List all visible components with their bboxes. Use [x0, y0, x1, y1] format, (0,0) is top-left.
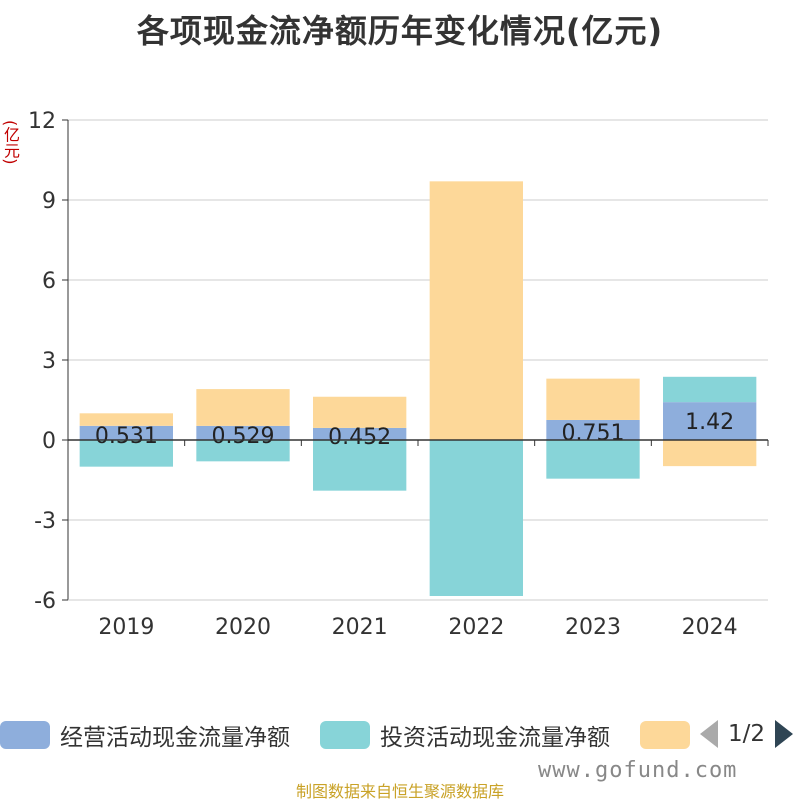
x-tick-label: 2020	[215, 615, 271, 640]
legend-swatch	[0, 721, 50, 749]
bar-2022-series-1	[429, 440, 523, 596]
data-label: 0.529	[212, 424, 275, 449]
bar-2024-series-2	[663, 440, 757, 467]
x-tick-label: 2019	[98, 615, 154, 640]
legend-swatch	[640, 721, 690, 749]
previous-page-icon[interactable]	[700, 720, 718, 748]
y-tick-label: -3	[34, 509, 56, 534]
legend-page-indicator: 1/2	[728, 721, 766, 747]
x-tick-label: 2022	[448, 615, 504, 640]
y-axis-unit-label: (亿元)	[1, 120, 20, 165]
legend-label: 经营活动现金流量净额	[60, 725, 290, 751]
legend-label: 投资活动现金流量净额	[380, 725, 610, 751]
legend: 经营活动现金流量净额 投资活动现金流量净额	[0, 718, 800, 752]
bar-2021-series-2	[313, 396, 407, 428]
legend-pager: 1/2	[700, 716, 794, 752]
y-tick-label: 9	[42, 189, 56, 214]
y-tick-label: 0	[42, 429, 56, 454]
bar-2021-series-0	[313, 427, 407, 440]
y-tick-label: 12	[28, 109, 56, 134]
bar-2020-series-0	[196, 425, 290, 440]
legend-swatch	[320, 721, 370, 749]
data-source-note: 制图数据来自恒生聚源数据库	[295, 782, 504, 801]
x-tick-label: 2023	[565, 615, 621, 640]
next-page-icon[interactable]	[775, 720, 794, 748]
watermark: www.gofund.com	[538, 758, 738, 783]
bar-2023-series-2	[546, 378, 640, 420]
bar-2022-series-2	[429, 181, 523, 441]
x-tick-label: 2024	[682, 615, 738, 640]
bar-2024-series-1	[663, 376, 757, 403]
data-label: 0.452	[328, 425, 391, 450]
y-tick-label: 6	[42, 269, 56, 294]
bar-2019-series-2	[79, 413, 173, 426]
legend-item-investing[interactable]: 投资活动现金流量净额	[320, 718, 610, 752]
bar-2019-series-1	[79, 440, 173, 467]
y-tick-label: 3	[42, 349, 56, 374]
bar-2023-series-0	[546, 419, 640, 440]
x-tick-label: 2021	[332, 615, 388, 640]
bar-2020-series-1	[196, 440, 290, 462]
chart-plot: -6 -3 0 3 6 9 12 0.531 2019 0.529 2020 0.452 2021 202…	[28, 109, 769, 640]
chart-title: 各项现金流净额历年变化情况(亿元)	[136, 12, 664, 50]
data-label: 1.42	[685, 410, 734, 435]
legend-item-operating[interactable]: 经营活动现金流量净额	[0, 718, 290, 752]
y-tick-label: -6	[34, 589, 56, 614]
data-label: 0.751	[562, 421, 625, 446]
bar-2021-series-1	[313, 440, 407, 491]
bar-2023-series-1	[546, 440, 640, 479]
data-label: 0.531	[95, 424, 158, 449]
legend-item-financing[interactable]	[640, 718, 690, 752]
bar-2020-series-2	[196, 389, 290, 426]
bar-2019-series-0	[79, 425, 173, 440]
bar-2024-series-0	[663, 402, 757, 440]
